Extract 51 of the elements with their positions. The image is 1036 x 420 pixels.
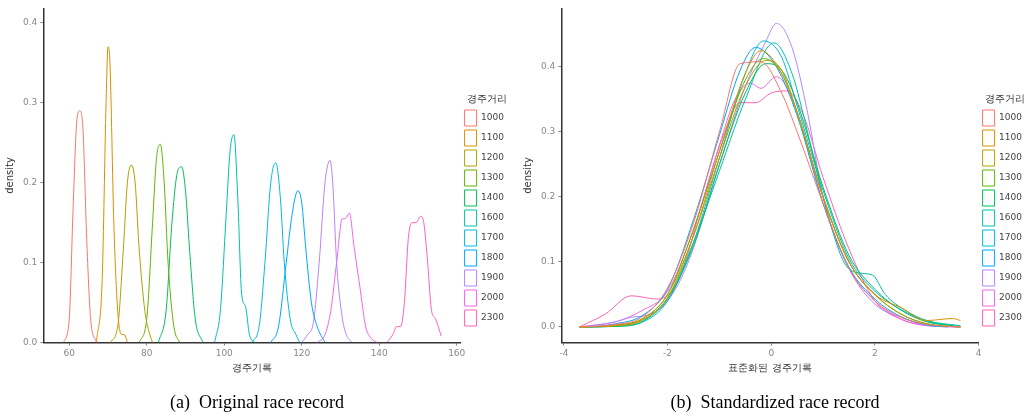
- legend-label: 1300: [481, 172, 505, 183]
- legend-label: 1200: [999, 152, 1023, 163]
- legend-title: 경주거리: [985, 92, 1026, 104]
- y-tick-label: 0.2: [22, 177, 38, 188]
- legend-label: 1400: [999, 192, 1023, 203]
- legend-label: 1800: [481, 252, 505, 263]
- legend-label: 1900: [999, 272, 1023, 283]
- legend-label: 1700: [481, 232, 505, 243]
- legend-label: 2000: [481, 292, 505, 303]
- x-tick-label: -4: [559, 348, 569, 359]
- legend-label: 1400: [481, 192, 505, 203]
- y-tick-label: 0.0: [22, 336, 38, 347]
- x-tick-label: 160: [448, 348, 466, 359]
- x-tick-label: 2: [872, 348, 878, 359]
- legend-label: 1600: [999, 212, 1023, 223]
- legend-label: 1600: [481, 212, 505, 223]
- legend-label: 1000: [999, 112, 1023, 123]
- legend-label: 2000: [999, 292, 1023, 303]
- legend-label: 1100: [481, 132, 505, 143]
- x-tick-label: -2: [663, 348, 673, 359]
- x-tick-label: 4: [975, 348, 982, 359]
- x-tick-label: 0: [768, 348, 775, 359]
- x-tick-label: 120: [293, 348, 311, 359]
- legend-label: 1000: [481, 112, 505, 123]
- legend-label: 1900: [481, 272, 505, 283]
- x-tick-label: 100: [215, 348, 234, 359]
- y-tick-label: 0.4: [540, 61, 556, 72]
- y-tick-label: 0.0: [540, 321, 556, 332]
- y-tick-label: 0.3: [540, 126, 556, 137]
- x-tick-label: 60: [63, 348, 76, 359]
- legend-label: 1300: [999, 172, 1023, 183]
- legend-label: 2300: [999, 312, 1023, 323]
- y-axis-title: density: [3, 157, 15, 194]
- legend-label: 1800: [999, 252, 1023, 263]
- legend-title: 경주거리: [467, 92, 508, 104]
- x-axis-title: 표준화된 경주기록: [728, 361, 812, 373]
- legend-label: 1700: [999, 232, 1023, 243]
- y-tick-label: 0.4: [22, 17, 38, 28]
- y-tick-label: 0.1: [22, 256, 38, 267]
- text: (a) Original race record: [170, 391, 344, 413]
- y-tick-label: 0.1: [540, 256, 556, 267]
- x-tick-label: 80: [141, 348, 153, 359]
- y-axis-title: density: [521, 157, 533, 194]
- legend-label: 1200: [481, 152, 505, 163]
- x-tick-label: 140: [370, 348, 389, 359]
- legend-label: 1100: [999, 132, 1023, 143]
- text: (b) Standardized race record: [670, 391, 880, 413]
- y-tick-label: 0.2: [540, 191, 556, 202]
- y-tick-label: 0.3: [22, 97, 38, 108]
- x-axis-title: 경주기록: [231, 361, 272, 373]
- legend-label: 2300: [481, 312, 505, 323]
